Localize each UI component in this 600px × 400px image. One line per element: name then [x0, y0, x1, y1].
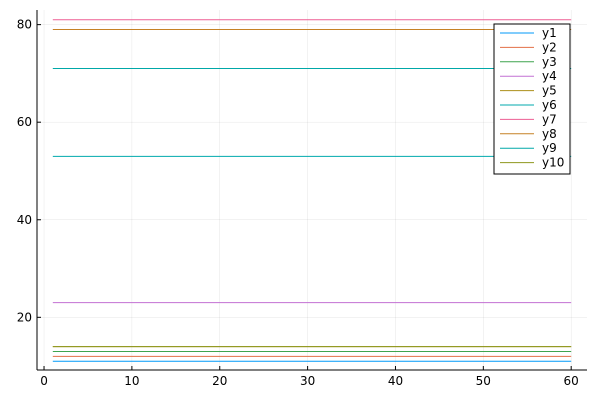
legend-label-y3: y3 — [542, 55, 557, 69]
x-tick-label: 50 — [476, 374, 491, 388]
x-tick-label: 10 — [124, 374, 139, 388]
x-tick-label: 60 — [564, 374, 579, 388]
tick-labels: 0 10 20 30 40 50 60 20 40 60 80 — [17, 18, 579, 388]
x-tick-label: 20 — [212, 374, 227, 388]
legend-label-y10: y10 — [542, 156, 564, 170]
x-tick-label: 0 — [40, 374, 48, 388]
legend-label-y6: y6 — [542, 98, 557, 112]
legend-label-y5: y5 — [542, 84, 557, 98]
legend-label-y8: y8 — [542, 127, 557, 141]
x-tick-label: 40 — [388, 374, 403, 388]
legend-label-y2: y2 — [542, 40, 557, 54]
y-tick-label: 60 — [17, 115, 32, 129]
legend-box — [493, 23, 571, 175]
x-tick-label: 30 — [300, 374, 315, 388]
legend-label-y1: y1 — [542, 26, 557, 40]
axes — [36, 10, 587, 371]
legend-label-y7: y7 — [542, 112, 557, 126]
y-tick-label: 20 — [17, 310, 32, 324]
series-lines — [52, 19, 572, 362]
y-tick-label: 40 — [17, 213, 32, 227]
legend-label-y9: y9 — [542, 141, 557, 155]
legend-label-y4: y4 — [542, 69, 557, 83]
y-tick-label: 80 — [17, 18, 32, 32]
